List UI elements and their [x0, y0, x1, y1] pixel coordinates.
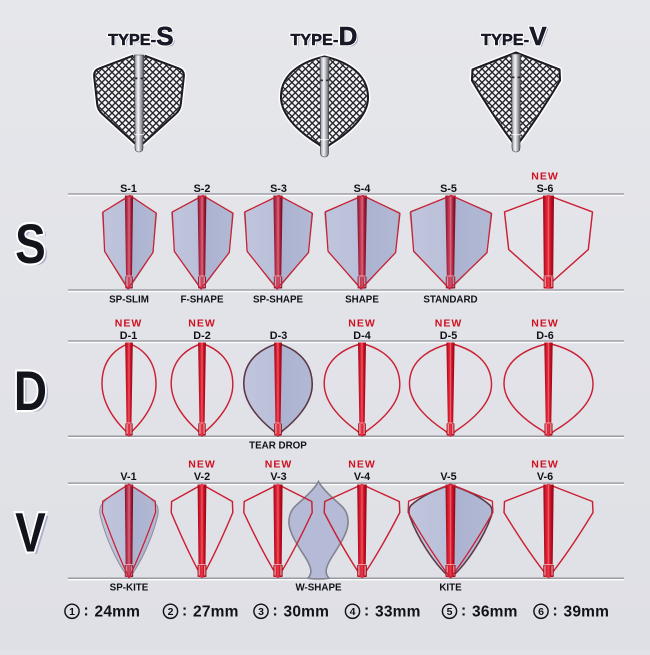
svg-text:D: D: [14, 359, 47, 421]
svg-text:TEAR DROP: TEAR DROP: [249, 441, 307, 452]
svg-text:D-5: D-5: [440, 330, 457, 342]
svg-text:S-3: S-3: [270, 183, 287, 195]
svg-text:S-5: S-5: [440, 183, 457, 195]
svg-text:1: 1: [69, 606, 75, 618]
svg-text:NEW: NEW: [265, 459, 293, 471]
svg-text::: :: [273, 603, 278, 620]
svg-text:S-2: S-2: [194, 183, 211, 195]
svg-text:D: D: [17, 362, 50, 424]
svg-text:27mm: 27mm: [193, 604, 239, 621]
svg-text:SP-SLIM: SP-SLIM: [109, 295, 149, 306]
svg-text:V: V: [15, 501, 46, 563]
svg-text:NEW: NEW: [531, 459, 559, 471]
svg-text:4: 4: [350, 606, 356, 618]
svg-text:V-4: V-4: [354, 471, 370, 483]
svg-text:SP-SHAPE: SP-SHAPE: [253, 295, 304, 306]
svg-text:D-1: D-1: [120, 330, 137, 342]
svg-text::: :: [182, 603, 187, 620]
svg-text:S-1: S-1: [120, 183, 137, 195]
svg-text:NEW: NEW: [188, 459, 216, 471]
svg-text:2: 2: [168, 606, 174, 618]
svg-text:NEW: NEW: [531, 171, 559, 183]
svg-text:SP-KITE: SP-KITE: [110, 583, 149, 594]
svg-text:V-1: V-1: [120, 471, 136, 483]
svg-text::: :: [461, 603, 466, 620]
svg-text:S: S: [15, 212, 46, 274]
svg-text::: :: [84, 603, 89, 620]
svg-text:V-5: V-5: [440, 471, 456, 483]
svg-text:33mm: 33mm: [375, 604, 421, 621]
svg-text:NEW: NEW: [115, 318, 143, 330]
svg-text:W-SHAPE: W-SHAPE: [295, 583, 342, 594]
svg-text:D-2: D-2: [193, 330, 210, 342]
svg-text:V-2: V-2: [194, 471, 210, 483]
svg-text:5: 5: [447, 606, 453, 618]
svg-text::: :: [364, 603, 369, 620]
svg-text:F-SHAPE: F-SHAPE: [180, 295, 223, 306]
svg-text:S: S: [18, 215, 49, 277]
svg-text:V-6: V-6: [537, 471, 553, 483]
svg-text:D-6: D-6: [536, 330, 553, 342]
svg-text:30mm: 30mm: [284, 604, 330, 621]
svg-text:STANDARD: STANDARD: [423, 295, 477, 306]
svg-text:24mm: 24mm: [95, 604, 141, 621]
svg-text:3: 3: [258, 606, 264, 618]
svg-text:D-4: D-4: [353, 330, 370, 342]
svg-text:NEW: NEW: [348, 318, 376, 330]
svg-text:36mm: 36mm: [472, 604, 518, 621]
svg-text:KITE: KITE: [439, 583, 462, 594]
svg-text:V: V: [18, 504, 49, 566]
svg-text:S-6: S-6: [537, 183, 554, 195]
svg-text:S-4: S-4: [354, 183, 371, 195]
svg-text:6: 6: [538, 606, 544, 618]
svg-text:NEW: NEW: [531, 318, 559, 330]
svg-text:D-3: D-3: [270, 330, 287, 342]
svg-text:39mm: 39mm: [564, 604, 610, 621]
svg-text:SHAPE: SHAPE: [345, 295, 379, 306]
svg-text::: :: [553, 603, 558, 620]
svg-text:NEW: NEW: [435, 318, 463, 330]
svg-text:NEW: NEW: [348, 459, 376, 471]
svg-text:NEW: NEW: [188, 318, 216, 330]
svg-text:V-3: V-3: [270, 471, 286, 483]
